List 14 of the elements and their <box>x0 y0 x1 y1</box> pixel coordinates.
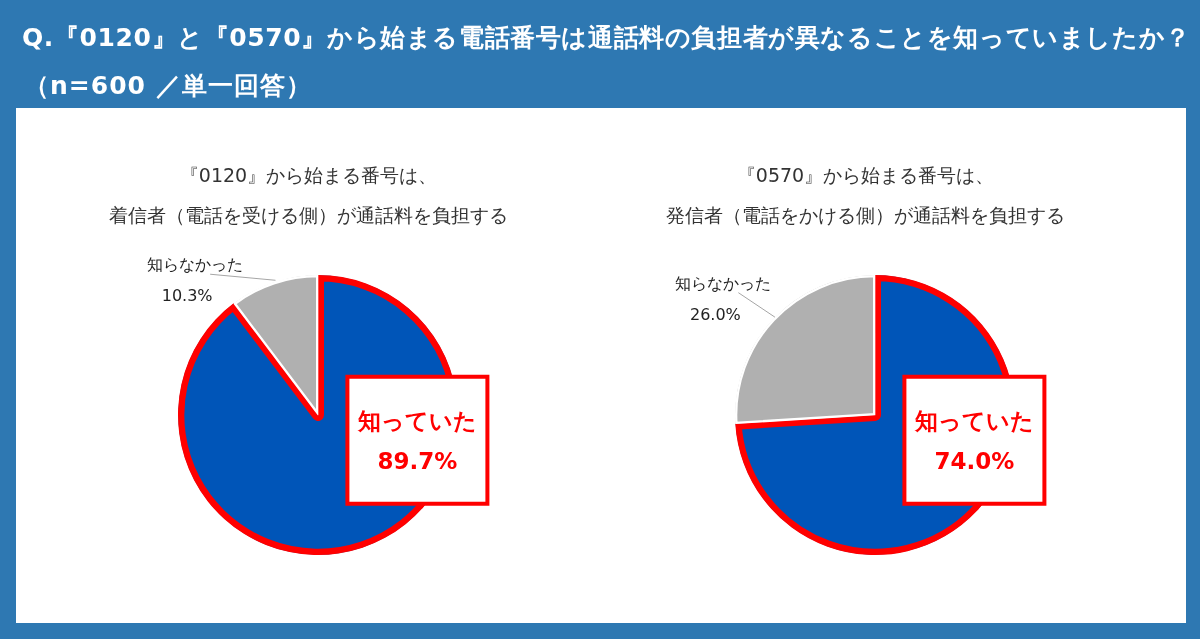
chart-title: 『0570』から始まる番号は、 <box>735 163 996 188</box>
chart-title: 『0120』から始まる番号は、 <box>178 163 439 188</box>
slice-label: 知らなかった <box>675 273 772 293</box>
chart-subtitle: 着信者（電話を受ける側）が通話料を負担する <box>108 203 509 228</box>
data-label: 89.7% <box>377 448 458 475</box>
data-label: 26.0% <box>689 304 741 324</box>
slice-label: 知っていた <box>356 408 477 435</box>
chart-subtitle: 発信者（電話をかける側）が通話料を負担する <box>665 203 1066 228</box>
slice-label: 知っていた <box>913 408 1034 435</box>
slice-label: 知らなかった <box>147 255 244 275</box>
text: （n=600 ／単一回答） <box>24 70 312 102</box>
text: Q.『0120』と『0570』から始まる電話番号は通話料の負担者が異なることを知っていましたか？ <box>22 22 1191 54</box>
data-label: 74.0% <box>934 448 1015 475</box>
data-label: 10.3% <box>161 286 213 306</box>
